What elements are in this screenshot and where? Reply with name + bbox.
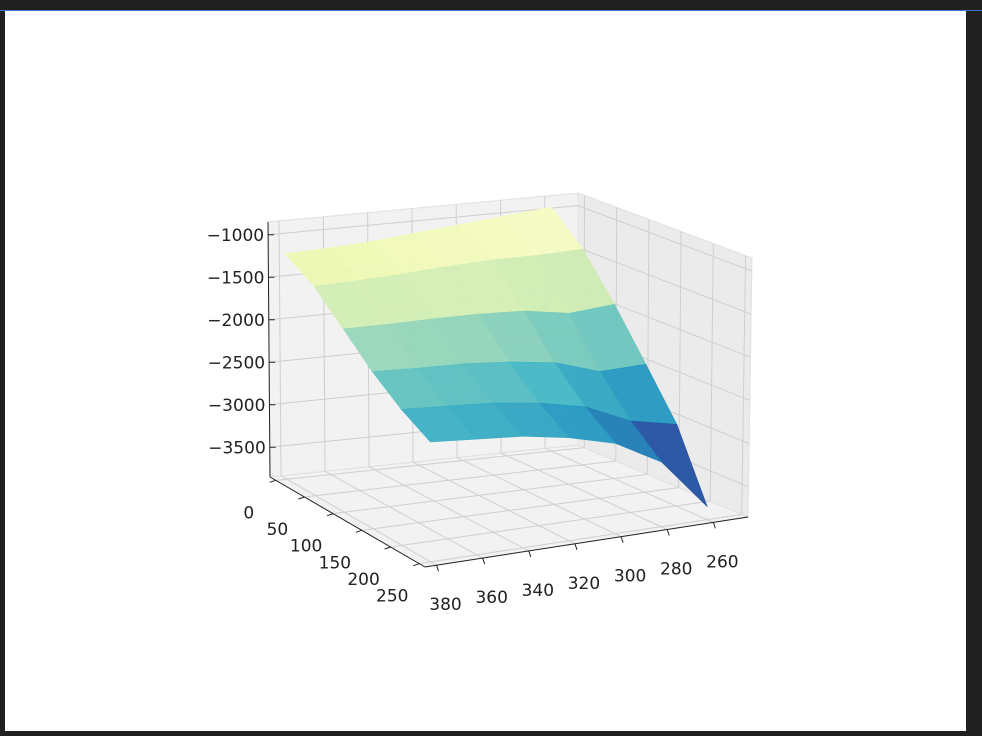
- title-bar: [0, 0, 982, 10]
- z-tick-label: −1500: [207, 268, 265, 288]
- y-tick-mark: [269, 479, 276, 483]
- x-axis: [424, 516, 749, 568]
- y-tick-label: 150: [319, 553, 351, 573]
- grid-line: [419, 513, 742, 565]
- grid-line: [268, 205, 579, 236]
- x-tick-label: 300: [614, 567, 646, 587]
- grid-line: [390, 500, 711, 548]
- grid-line: [333, 473, 648, 515]
- z-tick-label: −2500: [208, 353, 266, 373]
- x-tick-mark: [574, 543, 578, 550]
- grid-line: [544, 447, 714, 523]
- grid-line: [361, 487, 679, 531]
- surface-patch: [400, 405, 478, 443]
- z-tick-label: −2000: [207, 311, 265, 331]
- grid-line: [577, 205, 752, 272]
- grid-line: [304, 460, 616, 498]
- x-tick-mark: [712, 522, 716, 529]
- x-tick-label: 340: [522, 581, 554, 601]
- y-tick-mark: [384, 546, 391, 550]
- grid-line: [280, 475, 437, 566]
- y-tick-mark: [413, 563, 420, 567]
- x-tick-label: 360: [475, 588, 507, 608]
- x-tick-mark: [482, 557, 486, 565]
- y-tick-label: 50: [267, 520, 289, 540]
- grid-line: [500, 452, 668, 530]
- y-tick-label: 100: [290, 537, 322, 557]
- grid-line: [709, 243, 714, 502]
- y-tick-label: 200: [347, 570, 379, 590]
- x-tick-label: 260: [706, 552, 738, 572]
- z-tick-label: −3000: [208, 396, 266, 416]
- y-tick-mark: [298, 496, 305, 500]
- y-tick-label: 250: [376, 587, 408, 607]
- grid-line: [412, 461, 576, 545]
- x-tick-mark: [436, 565, 440, 572]
- y-axis: [269, 476, 426, 568]
- z-tick-label: −1000: [207, 226, 265, 246]
- x-tick-label: 380: [429, 595, 461, 615]
- x-tick-mark: [666, 529, 670, 536]
- y-tick-mark: [355, 529, 363, 533]
- grid-line: [577, 247, 752, 315]
- grid-line: [456, 457, 622, 538]
- x-tick-label: 280: [660, 560, 692, 580]
- z-tick-label: −3500: [208, 438, 266, 458]
- grid-line: [741, 255, 747, 515]
- x-tick-mark: [620, 536, 624, 543]
- grid-line: [275, 447, 585, 481]
- x-tick-label: 320: [568, 574, 600, 594]
- y-tick-mark: [326, 513, 334, 517]
- grid-line: [368, 466, 530, 552]
- y-tick-label: 0: [243, 503, 254, 523]
- z-axis: [267, 221, 271, 478]
- x-tick-mark: [528, 550, 532, 558]
- grid-line: [324, 470, 483, 559]
- grid-line: [278, 220, 282, 476]
